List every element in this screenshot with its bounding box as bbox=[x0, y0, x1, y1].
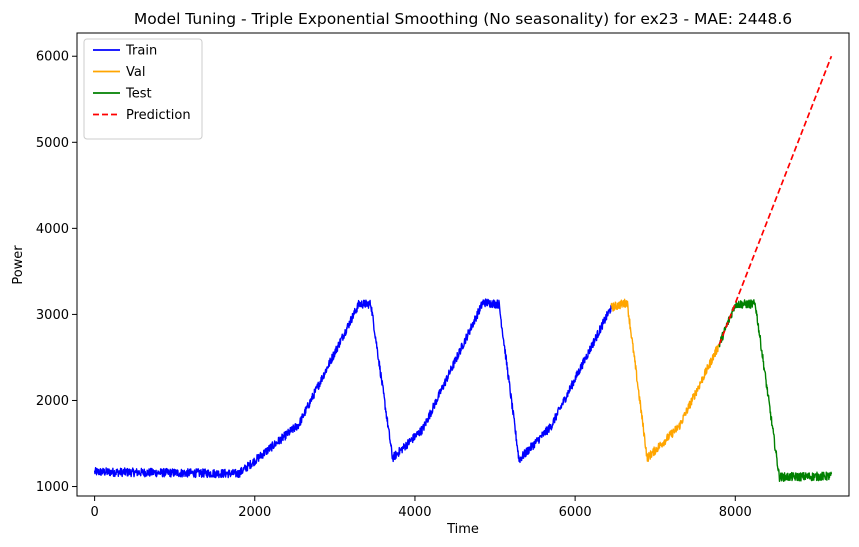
y-tick-label: 6000 bbox=[36, 50, 69, 65]
x-tick-label: 2000 bbox=[238, 505, 271, 520]
legend-label-prediction: Prediction bbox=[126, 108, 191, 123]
y-tick-label: 4000 bbox=[36, 222, 69, 237]
x-tick-label: 6000 bbox=[559, 505, 592, 520]
legend-label-train: Train bbox=[125, 44, 157, 59]
series-line-val bbox=[610, 298, 720, 462]
y-tick-label: 2000 bbox=[36, 394, 69, 409]
legend-label-test: Test bbox=[125, 87, 152, 102]
series-line-prediction bbox=[718, 55, 833, 345]
axes: 0 2000 4000 6000 8000 1000 2000 3000 4000 5000 600… bbox=[36, 32, 850, 520]
x-axis-title: Time bbox=[446, 522, 479, 537]
y-tick-label: 3000 bbox=[36, 308, 69, 323]
axes-frame bbox=[76, 32, 850, 497]
plot-area bbox=[93, 55, 833, 482]
series-line-train bbox=[93, 298, 612, 479]
legend: Train Val Test Prediction bbox=[83, 38, 203, 140]
x-tick-label: 0 bbox=[90, 505, 98, 520]
legend-label-val: Val bbox=[126, 65, 145, 80]
chart-title: Model Tuning - Triple Exponential Smooth… bbox=[134, 10, 792, 28]
series-line-test bbox=[718, 299, 833, 482]
x-tick-label: 4000 bbox=[398, 505, 431, 520]
y-tick-label: 1000 bbox=[36, 480, 69, 495]
y-tick-label: 5000 bbox=[36, 136, 69, 151]
y-axis-title: Power bbox=[11, 245, 26, 285]
x-tick-label: 8000 bbox=[719, 505, 752, 520]
